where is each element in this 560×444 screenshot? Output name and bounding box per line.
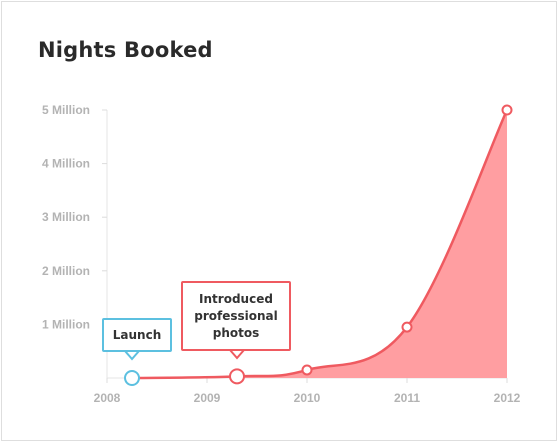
x-tick-label: 2009 [194,391,221,405]
x-tick-label: 2011 [394,391,420,405]
professional-photos-callout-label: Introduced professional photos [194,291,278,340]
launch-callout-label: Launch [112,327,162,342]
photos-point [229,368,245,385]
y-tick-label: 4 Million [42,157,90,171]
launch-callout-pointer [124,350,140,361]
data-point [301,364,313,376]
y-tick-label: 2 Million [42,264,90,278]
launch-callout: Launch [102,318,172,352]
data-point [501,104,513,116]
data-point [401,321,413,333]
y-tick-label: 3 Million [42,210,90,224]
x-tick-label: 2012 [494,391,521,405]
y-tick-label: 5 Million [42,103,90,117]
series-area [132,110,507,378]
launch-point [124,370,140,386]
x-tick-label: 2008 [94,391,121,405]
chart-title: Nights Booked [38,38,213,62]
y-tick-label: 1 Million [42,317,90,331]
series-line [131,109,509,380]
photos-callout-pointer [229,349,245,360]
x-tick-label: 2010 [294,391,321,405]
professional-photos-callout: Introduced professional photos [181,281,291,351]
